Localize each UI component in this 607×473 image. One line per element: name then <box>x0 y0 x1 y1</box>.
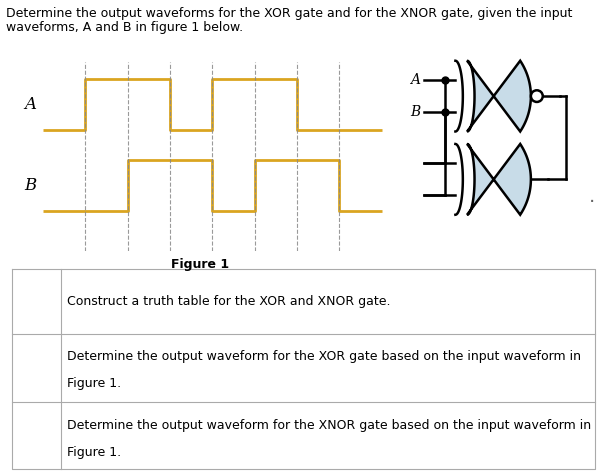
Text: Determine the output waveforms for the XOR gate and for the XNOR gate, given the: Determine the output waveforms for the X… <box>6 7 572 20</box>
Text: B: B <box>410 105 420 119</box>
Text: Determine the output waveform for the XOR gate based on the input waveform in: Determine the output waveform for the XO… <box>67 350 581 363</box>
Text: Figure 1: Figure 1 <box>171 258 229 271</box>
Polygon shape <box>467 61 531 131</box>
Text: A: A <box>25 96 36 113</box>
Text: Determine the output waveform for the XNOR gate based on the input waveform in: Determine the output waveform for the XN… <box>67 419 591 432</box>
Circle shape <box>531 90 543 102</box>
Text: Figure 1.: Figure 1. <box>67 377 121 390</box>
Text: A: A <box>410 73 420 87</box>
Text: ·: · <box>589 193 595 212</box>
Text: waveforms, A and B in figure 1 below.: waveforms, A and B in figure 1 below. <box>6 21 243 34</box>
Text: B: B <box>24 177 36 194</box>
Text: Figure 1.: Figure 1. <box>67 446 121 459</box>
Text: Construct a truth table for the XOR and XNOR gate.: Construct a truth table for the XOR and … <box>67 295 390 308</box>
Polygon shape <box>467 144 531 215</box>
